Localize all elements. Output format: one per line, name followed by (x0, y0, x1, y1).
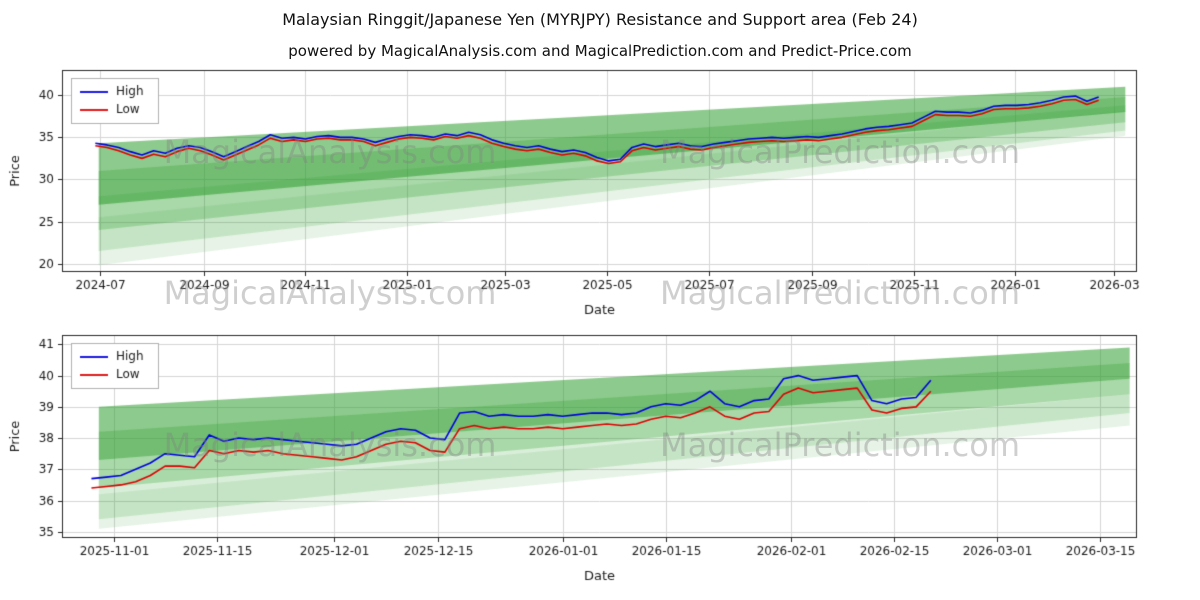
chart-title: Malaysian Ringgit/Japanese Yen (MYRJPY) … (282, 10, 918, 29)
chart-subtitle: powered by MagicalAnalysis.com and Magic… (288, 42, 912, 60)
